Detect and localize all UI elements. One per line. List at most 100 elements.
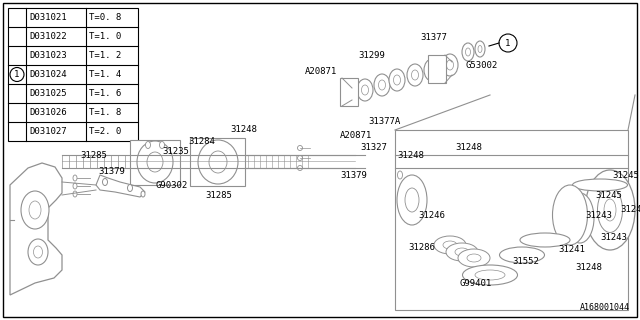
Ellipse shape <box>374 74 390 96</box>
Text: 31248: 31248 <box>397 150 424 159</box>
Ellipse shape <box>566 193 594 243</box>
Ellipse shape <box>28 239 48 265</box>
Ellipse shape <box>198 140 238 184</box>
Ellipse shape <box>342 84 358 106</box>
Text: 31379: 31379 <box>340 171 367 180</box>
Ellipse shape <box>29 201 41 219</box>
Text: 31245: 31245 <box>595 190 622 199</box>
Text: D031027: D031027 <box>29 127 67 136</box>
Ellipse shape <box>552 185 588 245</box>
Ellipse shape <box>424 59 440 81</box>
Text: D031026: D031026 <box>29 108 67 117</box>
Text: D031022: D031022 <box>29 32 67 41</box>
Text: 31243: 31243 <box>585 211 612 220</box>
Text: 31235: 31235 <box>162 148 189 156</box>
Bar <box>428 55 446 83</box>
Text: T=1. 2: T=1. 2 <box>89 51 121 60</box>
Ellipse shape <box>33 246 42 258</box>
Bar <box>190 138 245 186</box>
Ellipse shape <box>397 171 403 179</box>
Text: G99401: G99401 <box>460 278 492 287</box>
Text: G90302: G90302 <box>155 180 188 189</box>
Ellipse shape <box>598 188 623 233</box>
Ellipse shape <box>434 236 466 254</box>
Ellipse shape <box>447 60 454 70</box>
Text: 31284: 31284 <box>188 138 215 147</box>
Text: T=2. 0: T=2. 0 <box>89 127 121 136</box>
Ellipse shape <box>446 243 478 261</box>
Ellipse shape <box>346 90 353 100</box>
Text: 31377A: 31377A <box>368 117 400 126</box>
Ellipse shape <box>298 146 303 150</box>
Text: 31248: 31248 <box>230 125 257 134</box>
Text: 31377: 31377 <box>420 34 447 43</box>
Ellipse shape <box>478 45 482 52</box>
Text: 31243: 31243 <box>600 234 627 243</box>
Ellipse shape <box>362 85 369 95</box>
Ellipse shape <box>573 205 587 231</box>
Text: D031023: D031023 <box>29 51 67 60</box>
Text: 31379: 31379 <box>98 167 125 177</box>
Text: 1: 1 <box>506 38 511 47</box>
Ellipse shape <box>394 75 401 85</box>
Ellipse shape <box>475 41 485 57</box>
Ellipse shape <box>159 141 164 148</box>
Ellipse shape <box>604 199 616 221</box>
Ellipse shape <box>145 141 150 148</box>
Ellipse shape <box>209 151 227 173</box>
Text: 31299: 31299 <box>358 51 385 60</box>
Text: 31240: 31240 <box>620 205 640 214</box>
Text: 31552: 31552 <box>512 258 539 267</box>
Bar <box>130 140 180 185</box>
Bar <box>340 78 358 106</box>
Text: A20871: A20871 <box>340 131 372 140</box>
Text: 31285: 31285 <box>80 150 107 159</box>
Text: 31245: 31245 <box>612 171 639 180</box>
Ellipse shape <box>298 165 303 171</box>
Text: T=1. 4: T=1. 4 <box>89 70 121 79</box>
Text: D031021: D031021 <box>29 13 67 22</box>
Ellipse shape <box>137 141 173 183</box>
Ellipse shape <box>465 48 470 56</box>
Text: 31248: 31248 <box>455 143 482 153</box>
Ellipse shape <box>357 79 373 101</box>
Ellipse shape <box>429 65 435 75</box>
Text: D031025: D031025 <box>29 89 67 98</box>
Ellipse shape <box>442 54 458 76</box>
Text: G53002: G53002 <box>465 60 497 69</box>
Ellipse shape <box>127 185 132 191</box>
Text: 31285: 31285 <box>205 190 232 199</box>
Ellipse shape <box>499 247 545 263</box>
Ellipse shape <box>73 175 77 181</box>
Text: T=1. 6: T=1. 6 <box>89 89 121 98</box>
Ellipse shape <box>463 265 518 285</box>
Ellipse shape <box>443 241 457 249</box>
Text: A20871: A20871 <box>305 68 337 76</box>
Ellipse shape <box>475 270 505 280</box>
Text: 31246: 31246 <box>418 211 445 220</box>
Ellipse shape <box>405 188 419 212</box>
Ellipse shape <box>458 249 490 267</box>
Text: T=1. 8: T=1. 8 <box>89 108 121 117</box>
Ellipse shape <box>467 254 481 262</box>
Text: 31327: 31327 <box>360 143 387 153</box>
Text: T=0. 8: T=0. 8 <box>89 13 121 22</box>
Ellipse shape <box>412 70 419 80</box>
Ellipse shape <box>73 183 77 189</box>
Ellipse shape <box>585 170 635 250</box>
Ellipse shape <box>397 175 427 225</box>
Ellipse shape <box>462 43 474 61</box>
Ellipse shape <box>102 179 108 186</box>
Ellipse shape <box>389 69 405 91</box>
Text: 1: 1 <box>14 70 20 79</box>
Ellipse shape <box>520 233 570 247</box>
Text: A168001044: A168001044 <box>580 303 630 312</box>
Ellipse shape <box>298 156 303 161</box>
Ellipse shape <box>407 64 423 86</box>
Ellipse shape <box>73 191 77 197</box>
Ellipse shape <box>147 152 163 172</box>
Text: 31286: 31286 <box>408 244 435 252</box>
Ellipse shape <box>21 191 49 229</box>
Text: T=1. 0: T=1. 0 <box>89 32 121 41</box>
Ellipse shape <box>455 248 469 256</box>
